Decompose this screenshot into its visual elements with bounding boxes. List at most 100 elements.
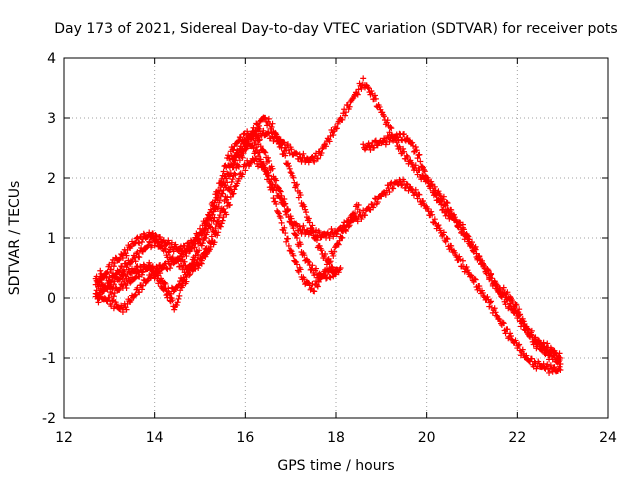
data-point [333,271,339,277]
data-point [448,242,455,249]
data-point [165,237,172,244]
data-point [227,161,234,168]
data-point [313,278,320,285]
data-point [225,152,232,159]
data-point [242,167,249,174]
data-point [384,182,391,189]
data-point [212,225,219,232]
data-point [102,271,109,278]
data-point [286,165,293,172]
data-point [270,195,277,202]
data-point [369,139,376,146]
data-point [278,219,285,226]
data-point [97,267,104,274]
data-point [519,315,526,322]
data-point [557,355,564,361]
data-point [309,280,316,287]
data-point [219,217,226,224]
data-point [444,206,451,213]
data-point [466,236,473,243]
data-point [440,229,447,236]
data-point [269,186,276,193]
data-point [388,125,395,132]
data-point [232,171,239,178]
x-tick-label: 16 [236,430,254,446]
data-point [352,210,359,217]
data-point [202,225,209,232]
data-point [154,240,161,247]
data-point [557,361,564,367]
data-point [335,241,342,248]
data-point [255,137,262,144]
data-point [294,181,301,188]
data-point [341,223,348,230]
data-point [112,271,119,278]
data-point [95,299,102,306]
x-tick-label: 20 [418,430,436,446]
data-point [368,88,375,95]
data-point [256,136,263,143]
data-point [412,186,419,193]
series-trace-6 [360,130,564,362]
data-point [293,149,300,156]
data-point [265,157,272,164]
data-point [247,136,254,143]
data-point [440,193,447,200]
data-point [195,240,202,247]
data-point [182,250,189,257]
data-point [429,211,436,218]
data-point [488,298,495,305]
data-point [304,258,311,265]
data-point [265,154,271,161]
data-point [235,163,242,170]
data-point [431,190,438,197]
data-point [484,266,491,273]
data-point [275,210,282,217]
data-point [326,138,333,145]
data-point [342,112,349,119]
data-point [420,197,427,204]
data-point [442,212,449,219]
data-point [414,155,421,162]
data-point [195,251,202,258]
data-point [528,355,535,362]
data-point [371,138,378,145]
data-point [309,262,316,269]
data-point [210,228,217,235]
data-point [444,199,451,206]
data-point [507,330,514,337]
data-point [323,143,330,150]
plot-frame [63,57,609,419]
data-point [444,235,451,242]
data-point [428,181,435,188]
data-point [269,165,276,172]
data-point [439,232,446,239]
data-point [500,320,507,327]
data-point [374,198,381,205]
data-point [251,130,258,137]
data-point [409,139,416,146]
data-point [281,139,288,146]
data-point [191,265,198,272]
data-point [192,252,199,259]
data-point [540,339,547,346]
data-point [288,220,295,227]
data-point [215,195,222,202]
series-trace-5 [97,114,339,287]
data-point [196,247,203,254]
y-tick-label: 0 [47,291,56,307]
data-point [230,156,237,163]
data-point [465,233,472,240]
data-point [488,270,495,277]
data-point [524,325,531,332]
data-point [297,266,304,273]
data-point [473,250,480,257]
data-point [502,301,509,308]
data-point [544,361,551,368]
data-point [372,95,379,102]
data-point [224,194,231,201]
data-point [202,234,209,241]
data-point [285,162,292,169]
data-point [136,254,143,261]
data-point [175,282,182,289]
